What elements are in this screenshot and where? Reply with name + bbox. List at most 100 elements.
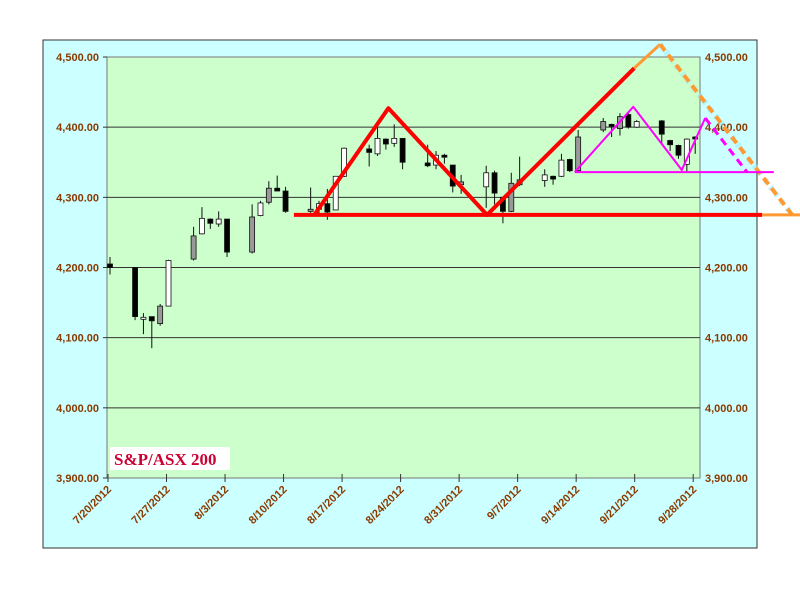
candle xyxy=(199,207,205,235)
candle xyxy=(391,124,398,147)
candle-body xyxy=(608,123,615,127)
title-box xyxy=(110,447,230,470)
candle-body xyxy=(249,216,256,253)
candle xyxy=(441,153,448,164)
candle-body xyxy=(374,137,381,155)
candle xyxy=(399,137,406,170)
y-tick-label-right: 4,200.00 xyxy=(705,263,748,275)
candle-body xyxy=(566,159,573,172)
candle-body xyxy=(391,137,398,144)
candle-body xyxy=(399,137,406,163)
candle-body xyxy=(148,316,155,322)
candle-body xyxy=(190,235,197,260)
y-tick-label-left: 4,400.00 xyxy=(56,122,99,134)
candle-body xyxy=(508,182,515,212)
orange-peak xyxy=(633,43,662,70)
candle-body xyxy=(382,138,389,145)
candle xyxy=(575,129,582,173)
candle-body xyxy=(207,218,214,224)
candle-body xyxy=(625,114,632,128)
candle xyxy=(107,256,113,275)
candle xyxy=(140,313,147,335)
candle xyxy=(600,118,607,133)
candle-body xyxy=(332,175,339,211)
candle xyxy=(374,124,381,156)
candle xyxy=(148,316,155,349)
y-tick-label-left: 4,000.00 xyxy=(56,403,99,415)
candle-body xyxy=(165,260,172,307)
candle-body xyxy=(140,316,147,320)
candle-body xyxy=(157,305,164,325)
candle-body xyxy=(274,187,281,192)
candle-body xyxy=(483,172,490,188)
y-tick-label-right: 4,000.00 xyxy=(705,403,748,415)
candle xyxy=(265,181,272,205)
candle xyxy=(307,187,314,213)
candle-body xyxy=(257,202,264,216)
candle xyxy=(207,218,214,229)
candle-body xyxy=(324,203,331,213)
candle xyxy=(224,218,230,257)
candle xyxy=(282,186,289,213)
candle xyxy=(491,170,498,205)
candle xyxy=(274,175,281,192)
y-tick-label-right: 4,100.00 xyxy=(705,333,748,345)
y-tick-label-right: 3,900.00 xyxy=(705,473,748,485)
candle-body xyxy=(215,218,222,225)
candle xyxy=(667,139,674,152)
candle xyxy=(157,303,164,326)
candle-body xyxy=(558,159,565,177)
chart-title: S&P/ASX 200 xyxy=(114,450,216,469)
candle xyxy=(550,175,556,185)
candle xyxy=(625,113,632,129)
red-zigzag xyxy=(313,66,636,217)
candle-body xyxy=(107,263,113,268)
candle-body xyxy=(199,217,205,235)
candle xyxy=(257,200,264,217)
pattern-overlays xyxy=(293,42,800,217)
candle-body xyxy=(224,218,230,253)
candle xyxy=(190,226,197,261)
y-tick-label-left: 4,300.00 xyxy=(56,192,99,204)
y-axis-left: 3,900.00 4,000.00 4,100.00 4,200.00 4,300.00… xyxy=(56,52,107,485)
candle-body xyxy=(307,208,314,212)
candles xyxy=(107,113,699,349)
candle-body xyxy=(658,120,665,135)
candle-body xyxy=(600,121,607,131)
candle xyxy=(541,169,548,187)
y-tick-label-left: 4,100.00 xyxy=(56,333,99,345)
candle xyxy=(215,211,222,227)
candle-body xyxy=(132,267,138,318)
candle xyxy=(165,259,172,307)
y-tick-label-left: 4,500.00 xyxy=(56,52,99,64)
candle-body xyxy=(667,140,674,146)
y-tick-label-right: 4,300.00 xyxy=(705,192,748,204)
candle xyxy=(366,144,373,167)
candle-body xyxy=(341,147,347,177)
magenta-projection xyxy=(704,117,749,174)
candle-body xyxy=(491,172,498,194)
candle-body xyxy=(282,190,289,212)
candle-body xyxy=(541,174,548,181)
candle-body xyxy=(675,145,682,156)
candle-body xyxy=(633,121,640,128)
candle xyxy=(483,165,490,208)
candle xyxy=(382,138,389,150)
candle-body xyxy=(424,162,431,167)
y-tick-label-right: 4,500.00 xyxy=(705,52,748,64)
candle xyxy=(658,120,665,144)
y-tick-label-left: 3,900.00 xyxy=(56,473,99,485)
orange-projection xyxy=(658,43,794,217)
candle xyxy=(675,144,682,159)
candle-body xyxy=(265,187,272,203)
candle xyxy=(633,120,640,128)
candle-body xyxy=(575,136,582,172)
candle-body xyxy=(441,154,448,158)
candle xyxy=(566,158,573,173)
magenta-zigzag xyxy=(574,105,707,173)
candle xyxy=(249,204,256,254)
candle-body xyxy=(366,148,373,153)
candle-body xyxy=(550,175,556,180)
y-tick-label-left: 4,200.00 xyxy=(56,263,99,275)
